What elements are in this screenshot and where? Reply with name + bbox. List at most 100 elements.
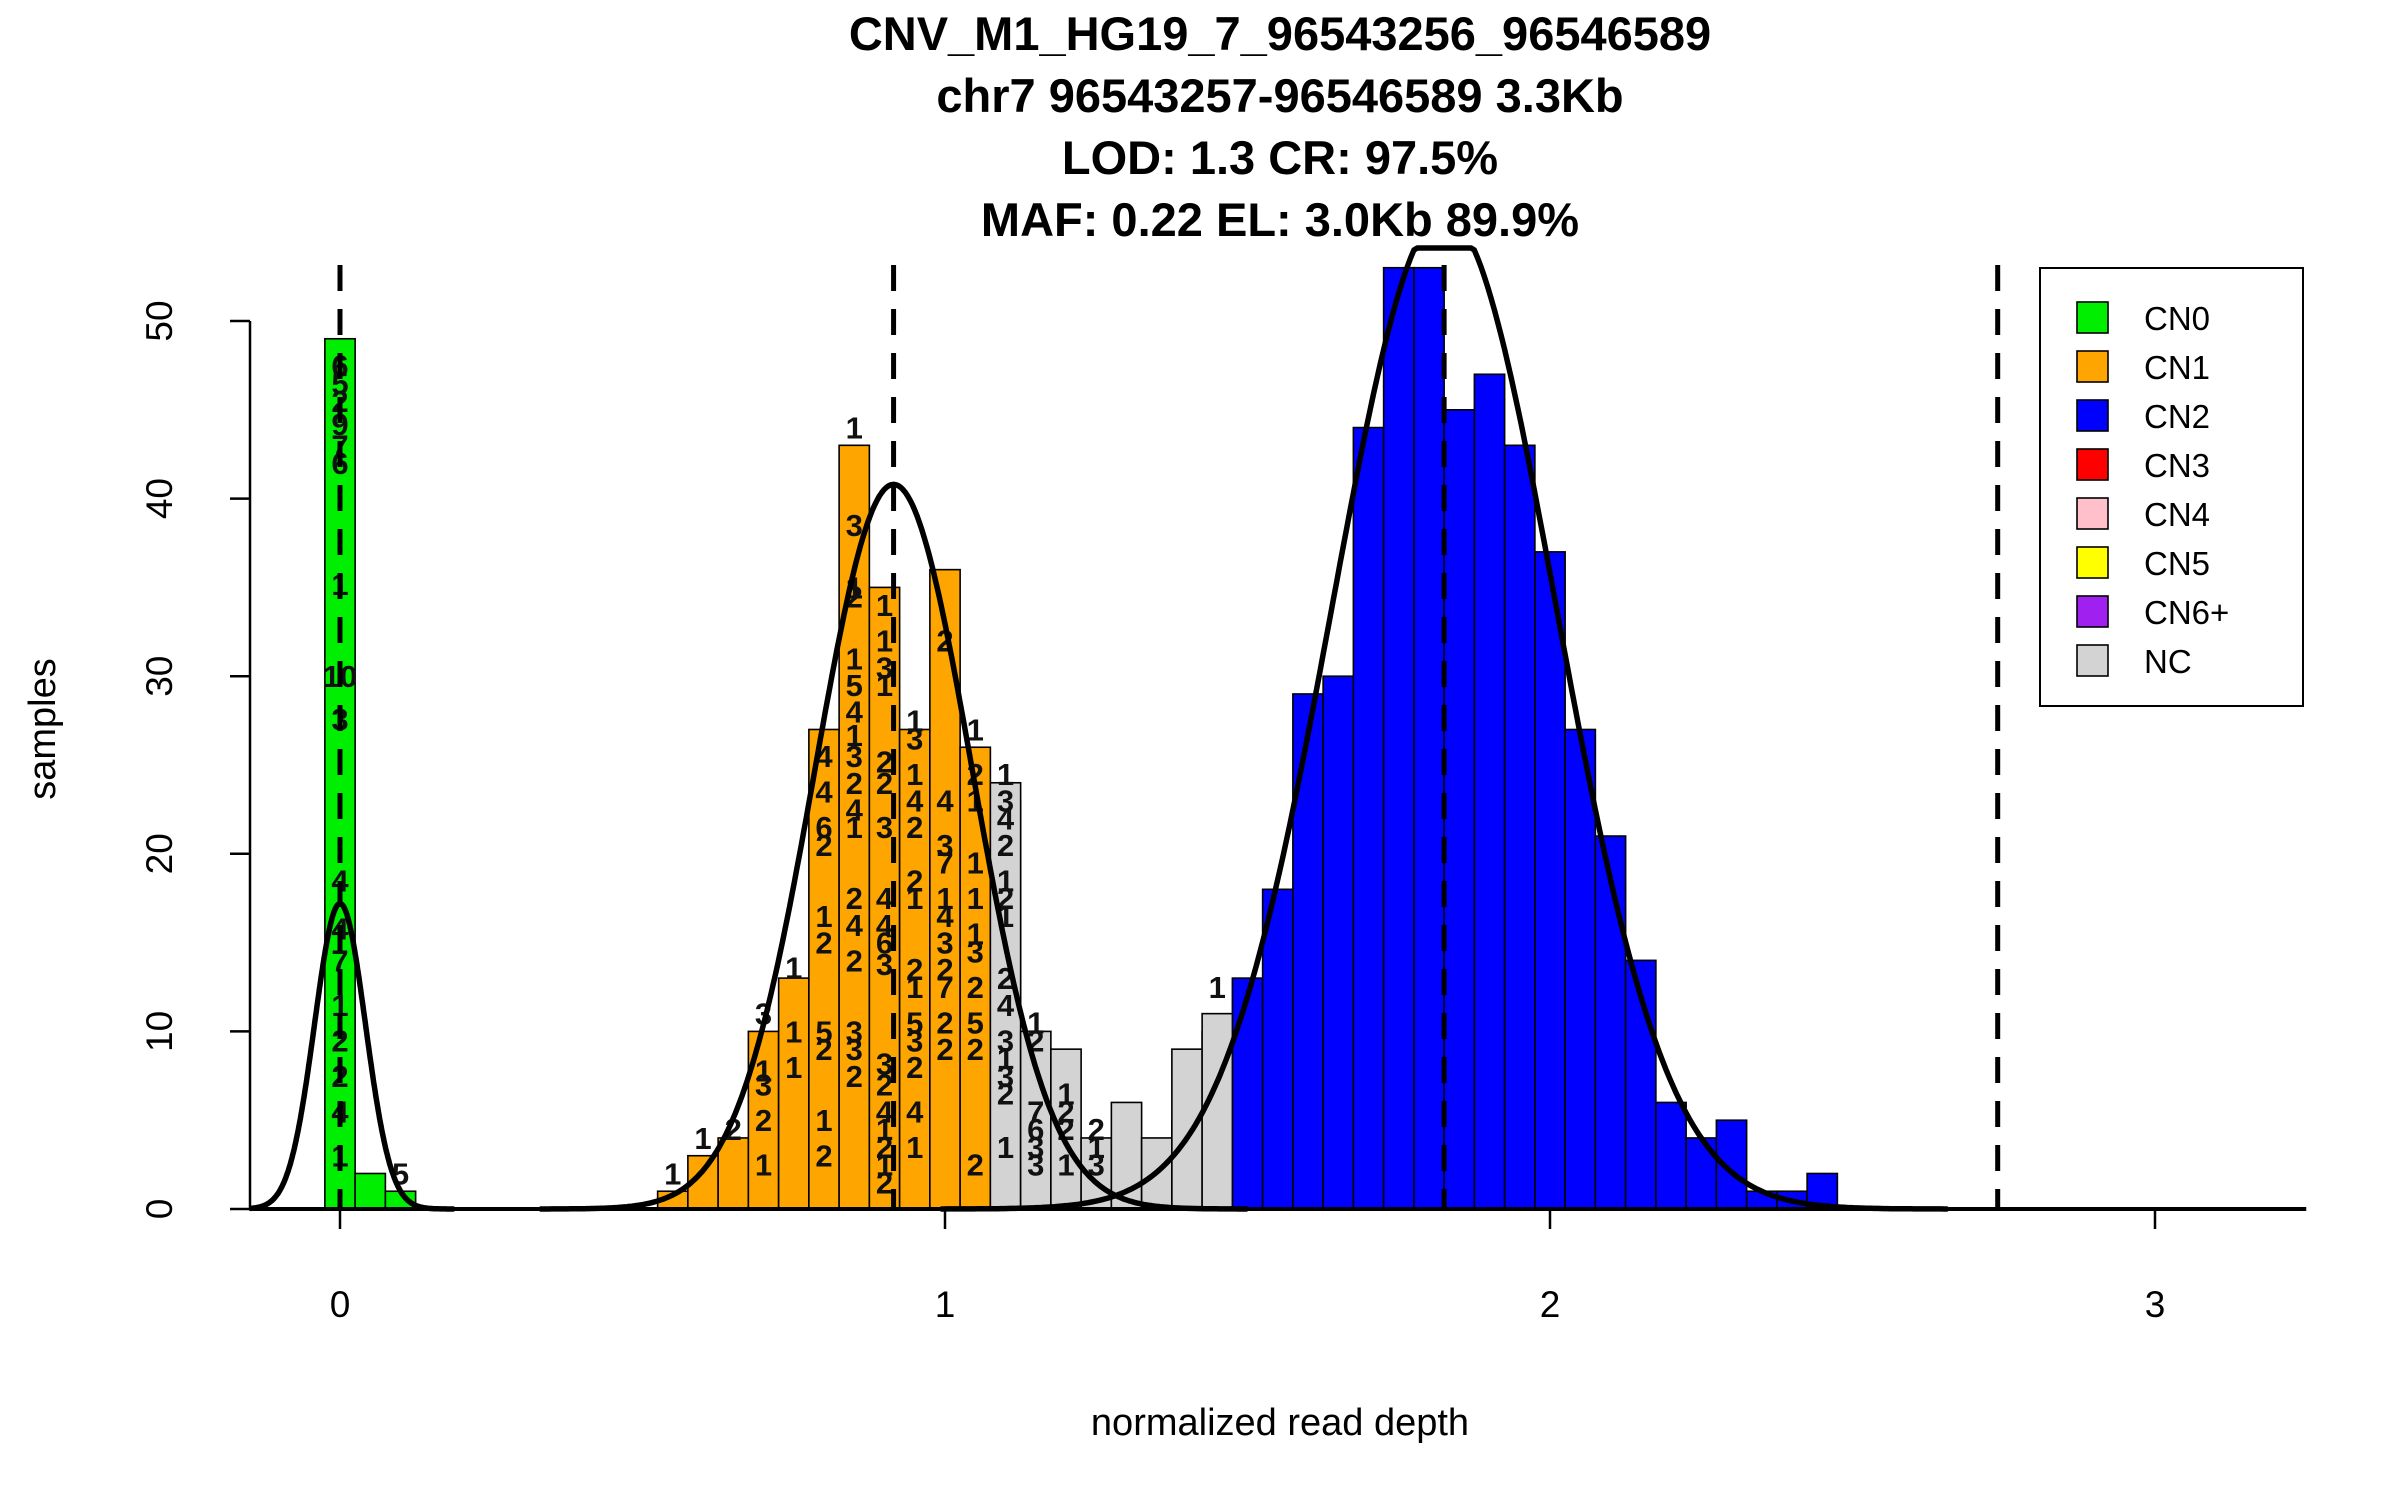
bar-count-label: 1 [1088, 1130, 1105, 1165]
bar-cn2-8 [1382, 266, 1415, 1210]
bar-count-label: 2 [906, 952, 923, 987]
y-axis-label: samples [22, 658, 64, 800]
bar-count-label: 2 [967, 970, 984, 1005]
bar-count-label: 4 [331, 863, 349, 898]
bar-cn1-4 [777, 977, 810, 1210]
bar-count-label: 1 [846, 810, 863, 845]
legend: CN0 CN1 CN2 CN3 CN4 CN5 CN6+ NC [2039, 267, 2304, 707]
bar-count-label: 2 [906, 810, 923, 845]
bar-count-label: 1 [967, 881, 984, 916]
bar-cn2-5 [1292, 693, 1324, 1210]
bar-count-label: 2 [936, 952, 953, 987]
bar-count-label: 3 [936, 926, 953, 961]
bar-count-label: 3 [876, 810, 893, 845]
bar-count-label: 1 [906, 704, 923, 739]
legend-label: CN6+ [2144, 594, 2229, 631]
bar-count-label: 4 [846, 695, 864, 730]
bar-count-label: 2 [846, 766, 863, 801]
copy-number-dashed-lines [337, 265, 2001, 1209]
bar-count-label: 3 [1088, 1148, 1105, 1183]
bar-count-label: 1 [876, 1148, 893, 1183]
bar-cn2-12 [1503, 444, 1536, 1210]
bar-count-label: 7 [936, 970, 953, 1005]
y-tick-label: 10 [139, 1011, 180, 1052]
bar-count-label: 2 [1057, 1094, 1074, 1129]
bar-count-label: 1 [906, 1130, 923, 1165]
bar-cn2-10 [1443, 408, 1476, 1210]
bar-count-label: 2 [967, 1148, 984, 1183]
bar-count-label: 3 [846, 1014, 863, 1049]
bar-count-label: 2 [997, 828, 1014, 863]
legend-swatch-cn1 [2076, 350, 2109, 383]
legend-label: CN3 [2144, 447, 2210, 484]
bar-count-label: 3 [876, 650, 893, 685]
bar-cn2-6 [1322, 675, 1355, 1210]
bar-count-label: 1 [755, 1053, 772, 1088]
y-tick-label: 0 [139, 1199, 180, 1220]
bar-count-label: 2 [876, 744, 893, 779]
bar-count-label: 4 [846, 908, 864, 943]
bar-count-label: 1 [967, 846, 984, 881]
bar-count-label: 9 [331, 407, 348, 442]
bar-count-label: 4 [815, 775, 833, 810]
chart-title-line-2: chr7 96543257-96546589 3.3Kb [936, 69, 1623, 122]
bar-cn2-13 [1534, 551, 1566, 1210]
bar-count-label: 1 [997, 757, 1014, 792]
bar-count-label: 3 [906, 721, 923, 756]
bar-count-label: 5 [967, 1006, 984, 1041]
legend-box [2039, 267, 2304, 707]
bar-count-label: 2 [846, 1059, 863, 1094]
density-curve-0 [248, 900, 457, 1212]
bar-count-label: 2 [967, 1032, 984, 1067]
bar-count-label: 2 [997, 1077, 1014, 1112]
bar-count-label: 5 [331, 366, 348, 401]
bar-count-label: 7 [331, 943, 348, 978]
bar-count-label: 1 [785, 950, 802, 985]
bar-count-label: 1 [876, 668, 893, 703]
bar-count-label: 1 [876, 624, 893, 659]
bar-cn2-17 [1655, 1101, 1687, 1210]
bar-count-label: 3 [846, 1032, 863, 1067]
bar-count-label: 3 [1027, 1148, 1044, 1183]
legend-label: CN1 [2144, 349, 2210, 386]
bar-cn1-2 [717, 1137, 750, 1210]
legend-swatch-cn2 [2076, 399, 2109, 432]
bar-count-label: 1 [1209, 970, 1226, 1005]
bar-count-label: 1 [846, 641, 863, 676]
bar-count-label: 2 [815, 926, 832, 961]
bar-count-label: 1 [936, 881, 953, 916]
bar-count-label: 1 [785, 1014, 802, 1049]
bar-count-label: 2 [906, 863, 923, 898]
bar-count-label: 2 [876, 1165, 893, 1200]
bar-cn2-7 [1352, 426, 1385, 1210]
x-tick-label: 0 [330, 1284, 351, 1325]
legend-label: CN2 [2144, 398, 2210, 435]
bar-count-label: 6 [815, 810, 832, 845]
bar-count-label: 1 [967, 917, 984, 952]
bar-count-label: 2 [331, 1023, 348, 1058]
bar-count-label: 4 [876, 881, 894, 916]
bar-count-label: 3 [997, 1059, 1014, 1094]
bar-nc-6 [1171, 1048, 1203, 1210]
bar-count-label: 3 [846, 508, 863, 543]
bar-count-label: 2 [906, 1050, 923, 1085]
x-axis-label: normalized read depth [1091, 1402, 1469, 1444]
bar-count-label: 1 [1057, 1077, 1074, 1112]
bar-count-label: 4 [876, 1094, 894, 1129]
bar-count-label: 1 [876, 588, 893, 623]
x-tick-label: 2 [1540, 1284, 1561, 1325]
bar-count-label: 1 [664, 1156, 681, 1191]
legend-swatch-cn6plus [2076, 595, 2109, 628]
bar-count-label: 4 [997, 801, 1015, 836]
bar-count-label: 2 [876, 1130, 893, 1165]
legend-swatch-cn3 [2076, 448, 2109, 481]
bar-count-label: 1 [1027, 1006, 1044, 1041]
legend-swatch-cn0 [2076, 301, 2109, 334]
bar-count-label: 3 [906, 1023, 923, 1058]
bar-count-label: 3 [876, 947, 893, 982]
bar-count-label: 1 [906, 970, 923, 1005]
bar-count-label: 1 [755, 1148, 772, 1183]
y-tick-label: 50 [139, 300, 180, 341]
bar-count-label: 6 [1027, 1112, 1044, 1147]
